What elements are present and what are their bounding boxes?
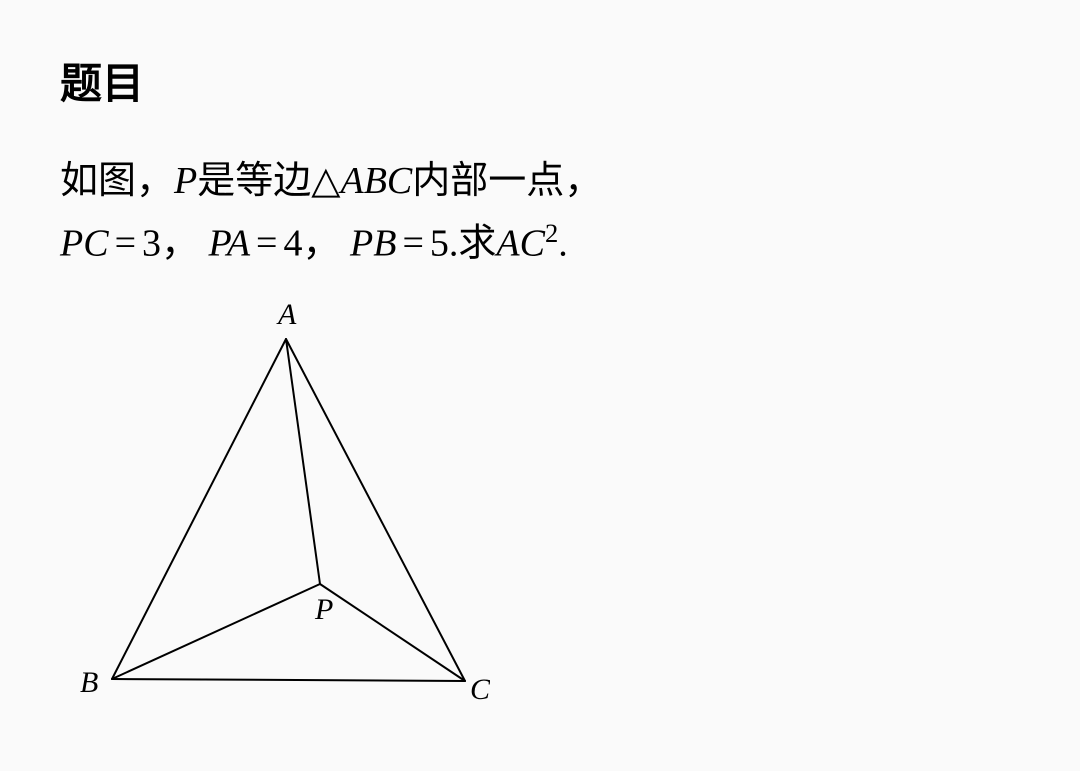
text-mid: 是等边 [197,160,311,202]
text-prefix: 如图， [60,160,174,202]
val-3: 3 [142,222,161,264]
triangle-symbol: △ [311,160,340,202]
var-pb: PB [350,222,396,264]
text-ask: 求 [458,222,496,264]
val-5: 5 [430,222,449,264]
equals-1: = [109,222,142,264]
comma-1: ， [161,222,199,264]
equals-3: = [396,222,429,264]
text-suffix: 内部一点， [412,160,602,202]
exp-2: 2 [545,218,558,248]
problem-statement: 如图，P是等边△ABC内部一点， PC=3， PA=4， PB=5.求AC2. [60,151,1020,274]
val-4: 4 [283,222,302,264]
triangle-diagram: A B C P [60,284,490,724]
svg-text:B: B [80,666,98,699]
comma-2: ， [302,222,340,264]
equals-2: = [250,222,283,264]
period-2: . [558,222,568,264]
var-abc: ABC [340,160,412,202]
problem-line-1: 如图，P是等边△ABC内部一点， [60,151,1020,212]
problem-heading: 题目 [60,50,1020,111]
problem-line-2: PC=3， PA=4， PB=5.求AC2. [60,212,1020,274]
var-ac: AC [496,222,545,264]
svg-text:P: P [314,593,333,626]
var-pc: PC [60,222,109,264]
svg-text:A: A [276,298,297,331]
svg-text:C: C [470,673,490,706]
var-pa: PA [209,222,251,264]
period-1: . [449,222,459,264]
var-p: P [174,160,197,202]
figure-container: A B C P [60,284,1020,729]
